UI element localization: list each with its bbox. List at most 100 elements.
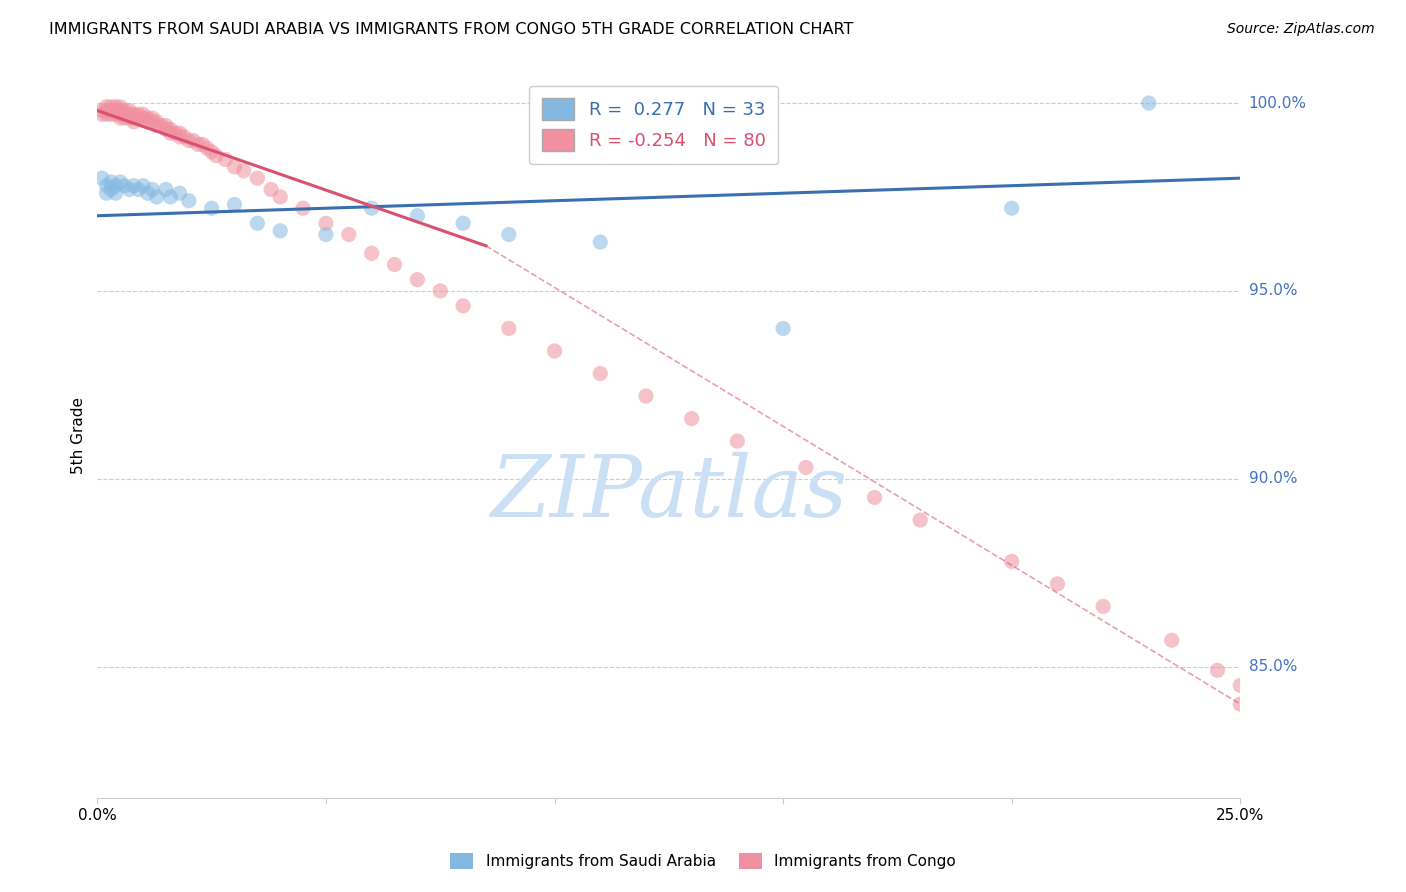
Text: ZIPatlas: ZIPatlas [491, 452, 848, 535]
Point [1001, 201, 1024, 215]
Point [165, 126, 187, 140]
Point [146, 115, 169, 129]
Point [214, 153, 236, 167]
Point [104, 103, 127, 118]
Text: 90.0%: 90.0% [1249, 471, 1298, 486]
Point [155, 182, 177, 196]
Point [155, 122, 177, 136]
Point [384, 258, 406, 272]
Point [224, 197, 246, 211]
Point [315, 216, 337, 230]
Point [1206, 663, 1229, 677]
Point [498, 227, 520, 242]
Text: 100.0%: 100.0% [1249, 95, 1306, 111]
Point [406, 272, 429, 286]
Point [429, 284, 451, 298]
Point [201, 201, 224, 215]
Point [136, 111, 159, 125]
Point [122, 111, 145, 125]
Point [246, 216, 269, 230]
Point [132, 107, 155, 121]
Point [114, 178, 136, 193]
Point [1229, 697, 1251, 711]
Point [108, 107, 131, 121]
Point [360, 246, 382, 260]
Point [104, 107, 127, 121]
Point [177, 194, 200, 208]
Point [232, 163, 254, 178]
Point [169, 129, 191, 144]
Point [150, 119, 173, 133]
Point [360, 201, 382, 215]
Point [169, 186, 191, 201]
Point [118, 111, 141, 125]
Point [104, 100, 127, 114]
Point [146, 119, 169, 133]
Point [155, 119, 177, 133]
Point [114, 111, 136, 125]
Text: 85.0%: 85.0% [1249, 659, 1296, 674]
Point [177, 134, 200, 148]
Point [1092, 599, 1115, 614]
Point [128, 111, 150, 125]
Point [1160, 633, 1182, 648]
Point [1001, 554, 1024, 568]
Point [141, 111, 163, 125]
Text: 95.0%: 95.0% [1249, 284, 1298, 299]
Point [136, 115, 159, 129]
Point [128, 107, 150, 121]
Point [108, 175, 131, 189]
Point [141, 182, 163, 196]
Legend: R =  0.277   N = 33, R = -0.254   N = 80: R = 0.277 N = 33, R = -0.254 N = 80 [529, 86, 779, 164]
Point [118, 103, 141, 118]
Point [589, 367, 612, 381]
Point [269, 224, 291, 238]
Point [224, 160, 246, 174]
Point [108, 103, 131, 118]
Point [201, 145, 224, 159]
Point [100, 100, 122, 114]
Point [100, 175, 122, 189]
Point [90, 171, 112, 186]
Point [146, 190, 169, 204]
Point [315, 227, 337, 242]
Point [96, 100, 118, 114]
Point [794, 460, 817, 475]
Point [451, 216, 474, 230]
Point [100, 107, 122, 121]
Point [159, 122, 181, 136]
Point [90, 107, 112, 121]
Point [96, 178, 118, 193]
Point [1046, 577, 1069, 591]
Point [1137, 96, 1160, 111]
Point [159, 126, 181, 140]
Point [114, 107, 136, 121]
Point [292, 201, 315, 215]
Point [725, 434, 748, 449]
Point [772, 321, 794, 335]
Point [337, 227, 360, 242]
Point [128, 182, 150, 196]
Point [100, 182, 122, 196]
Point [406, 209, 429, 223]
Point [122, 115, 145, 129]
Point [589, 235, 612, 249]
Point [118, 107, 141, 121]
Point [451, 299, 474, 313]
Point [1229, 678, 1251, 692]
Point [173, 129, 195, 144]
Point [132, 111, 155, 125]
Point [246, 171, 269, 186]
Point [187, 137, 209, 152]
Legend: Immigrants from Saudi Arabia, Immigrants from Congo: Immigrants from Saudi Arabia, Immigrants… [444, 847, 962, 875]
Point [183, 134, 205, 148]
Point [681, 411, 703, 425]
Point [498, 321, 520, 335]
Point [100, 103, 122, 118]
Point [191, 137, 214, 152]
Point [104, 178, 127, 193]
Y-axis label: 5th Grade: 5th Grade [72, 397, 86, 474]
Point [195, 141, 218, 155]
Point [96, 186, 118, 201]
Point [169, 126, 191, 140]
